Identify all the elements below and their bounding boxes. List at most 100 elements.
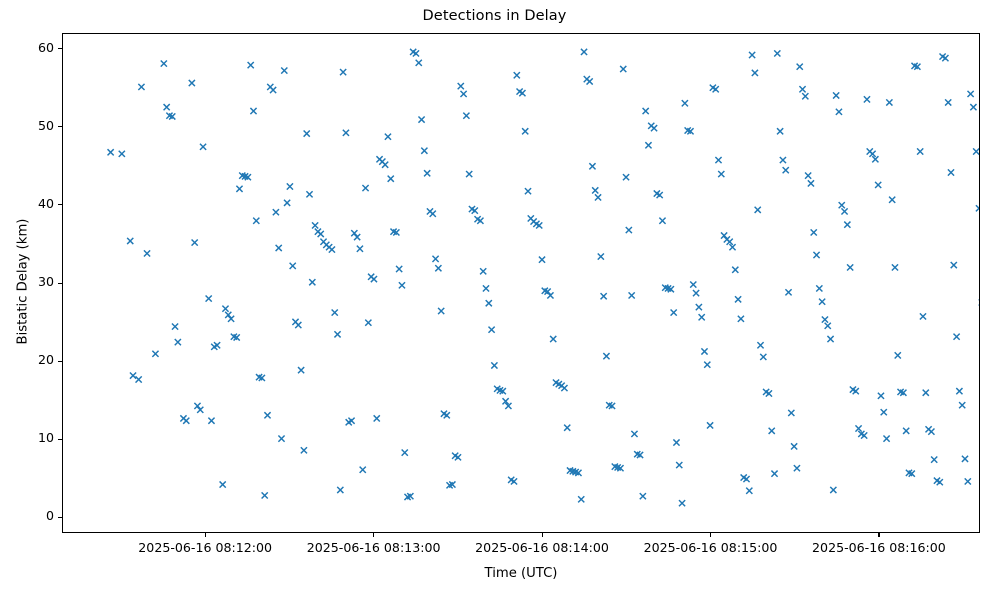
x-tick-label: 2025-06-16 08:12:00: [138, 540, 273, 555]
y-tick-mark: [57, 204, 62, 206]
scatter-point: [457, 82, 465, 90]
scatter-point: [972, 147, 979, 156]
scatter-point: [235, 185, 244, 193]
scatter-point: [737, 315, 745, 323]
scatter-point: [908, 470, 916, 478]
scatter-point: [756, 341, 765, 349]
scatter-point: [656, 191, 664, 199]
scatter-point: [303, 130, 311, 138]
scatter-point: [221, 305, 230, 313]
scatter-point: [950, 261, 958, 269]
y-tick-mark: [57, 438, 62, 440]
scatter-point: [205, 294, 213, 303]
scatter-point: [168, 112, 176, 121]
scatter-point: [961, 455, 969, 463]
scatter-point: [182, 417, 190, 425]
scatter-point: [958, 401, 966, 409]
scatter-point: [269, 86, 277, 94]
scatter-point: [894, 351, 902, 359]
scatter-point: [877, 392, 885, 400]
scatter-point: [443, 411, 451, 419]
scatter-point: [681, 99, 689, 107]
scatter-point: [703, 361, 711, 369]
scatter-point: [966, 90, 975, 98]
scatter-point: [163, 103, 171, 111]
scatter-point: [812, 251, 821, 259]
scatter-point: [616, 464, 625, 472]
scatter-point: [947, 168, 955, 177]
scatter-point: [807, 179, 815, 187]
scatter-point: [406, 492, 414, 500]
scatter-point: [630, 430, 639, 438]
scatter-point: [686, 127, 695, 135]
scatter-point: [829, 486, 837, 494]
scatter-point: [602, 352, 611, 360]
scatter-point: [930, 456, 938, 464]
scatter-point: [549, 335, 557, 343]
scatter-point: [835, 108, 843, 116]
scatter-point: [854, 424, 863, 433]
y-tick-mark: [57, 282, 62, 284]
scatter-point: [885, 98, 893, 107]
scatter-point: [588, 162, 597, 170]
scatter-point: [490, 361, 498, 370]
scatter-point: [955, 387, 963, 395]
scatter-point: [361, 184, 370, 192]
scatter-point: [280, 66, 288, 75]
scatter-point: [448, 480, 456, 489]
scatter-point: [787, 409, 795, 417]
scatter-point: [247, 61, 255, 69]
scatter-point: [252, 217, 260, 225]
scatter-point: [882, 435, 891, 443]
scatter-point: [759, 353, 767, 361]
scatter-point: [964, 477, 972, 486]
scatter-point: [283, 199, 291, 207]
scatter-point: [846, 263, 854, 272]
scatter-point: [580, 48, 588, 56]
scatter-point: [342, 129, 350, 137]
scatter-point: [852, 387, 860, 395]
x-tick-label: 2025-06-16 08:14:00: [475, 540, 609, 555]
scatter-point: [524, 187, 532, 195]
scatter-point: [336, 486, 344, 494]
scatter-point: [670, 308, 678, 317]
scatter-point: [798, 85, 807, 93]
scatter-point: [782, 166, 790, 174]
scatter-point: [776, 127, 784, 135]
scatter-point: [272, 208, 280, 216]
scatter-point: [143, 249, 151, 258]
scatter-point: [969, 103, 978, 111]
scatter-point: [874, 181, 882, 189]
scatter-point: [359, 466, 367, 474]
scatter-point: [227, 315, 235, 323]
scatter-point: [810, 228, 818, 237]
scatter-point: [333, 330, 342, 338]
scatter-point: [667, 285, 675, 293]
scatter-point: [373, 414, 381, 422]
scatter-point: [815, 284, 823, 293]
scatter-point: [840, 207, 849, 216]
scatter-point: [191, 238, 199, 247]
scatter-point: [574, 469, 583, 477]
scatter-point: [347, 417, 356, 425]
scatter-point: [622, 173, 630, 181]
scatter-point: [370, 275, 378, 283]
scatter-point: [796, 63, 804, 71]
x-tick-mark: [204, 533, 206, 538]
scatter-point: [586, 77, 594, 86]
scatter-point: [754, 206, 762, 214]
scatter-point: [639, 492, 647, 500]
y-tick-mark: [57, 48, 62, 50]
scatter-point: [174, 338, 182, 346]
scatter-point: [899, 389, 907, 397]
scatter-point: [300, 446, 308, 454]
scatter-point: [294, 321, 302, 329]
scatter-point: [726, 238, 734, 246]
scatter-point: [233, 333, 241, 342]
scatter-point: [350, 229, 358, 237]
scatter-point: [770, 470, 779, 478]
scatter-point: [249, 107, 258, 115]
scatter-point: [751, 69, 759, 77]
scatter-point: [863, 95, 871, 103]
scatter-point: [339, 68, 347, 76]
